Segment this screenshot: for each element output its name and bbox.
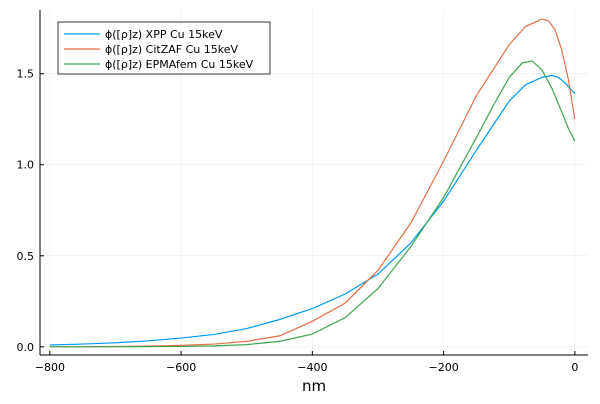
legend: ϕ([ρ]z) XPP Cu 15keV ϕ([ρ]z) CitZAF Cu 15…	[57, 21, 271, 75]
series-lines	[49, 18, 576, 348]
y-tick-label: 1.5	[17, 68, 35, 81]
x-axis-title: nm	[302, 377, 326, 395]
x-tick-label: −200	[429, 361, 459, 374]
legend-label-2: ϕ([ρ]z) CitZAF Cu 15keV	[105, 43, 239, 56]
y-tick-label: 1.0	[17, 159, 35, 172]
x-ticks: −800 −600 −400 −200 0	[35, 351, 578, 374]
legend-box	[57, 21, 271, 75]
legend-label-3: ϕ([ρ]z) EPMAfem Cu 15keV	[105, 58, 254, 71]
legend-label-1: ϕ([ρ]z) XPP Cu 15keV	[105, 28, 223, 41]
series-line-2	[49, 18, 576, 348]
series-line-3	[49, 60, 576, 348]
x-tick-label: −800	[35, 361, 65, 374]
x-tick-label: 0	[571, 361, 578, 374]
y-tick-label: 0.0	[17, 341, 35, 354]
y-ticks: 0.0 0.5 1.0 1.5	[17, 68, 44, 354]
y-tick-label: 0.5	[17, 250, 35, 263]
series-line-1	[49, 74, 576, 346]
x-tick-label: −400	[297, 361, 327, 374]
axes	[39, 10, 588, 356]
x-tick-label: −600	[166, 361, 196, 374]
